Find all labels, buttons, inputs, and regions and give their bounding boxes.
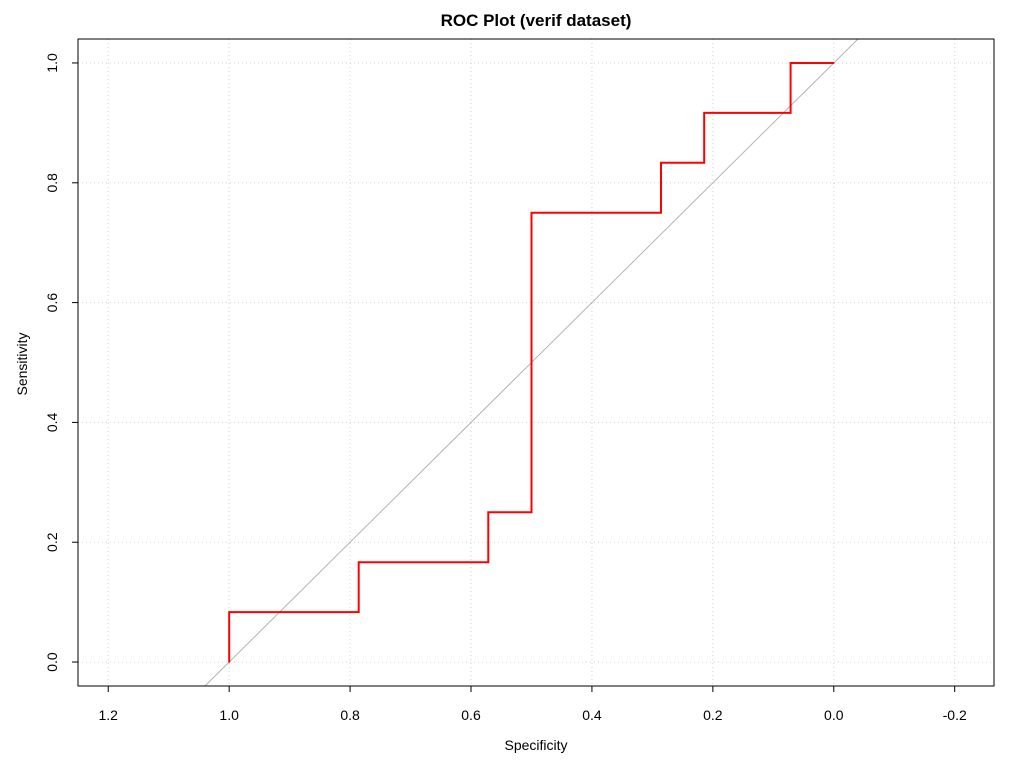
y-tick-label: 1.0 [44, 53, 60, 73]
roc-point [530, 211, 533, 214]
roc-point [357, 561, 360, 563]
roc-point [660, 211, 662, 214]
x-tick-label: 1.2 [98, 707, 118, 723]
roc-point [487, 561, 490, 563]
roc-point [660, 162, 662, 164]
y-axis: 0.0 0.2 0.4 0.6 0.8 1.0 [44, 53, 78, 672]
x-tick-label: 0.2 [703, 707, 723, 723]
y-axis-label: Sensitivity [14, 332, 30, 395]
roc-point [487, 511, 490, 514]
x-tick-label: 0.6 [461, 707, 481, 723]
y-tick-label: 0.0 [44, 652, 60, 672]
x-tick-label: -0.2 [943, 707, 967, 723]
roc-point [832, 62, 835, 64]
x-axis-label: Specificity [504, 737, 567, 753]
roc-point [530, 511, 533, 514]
x-tick-label: 0.0 [824, 707, 844, 723]
grid-layer [78, 39, 994, 686]
roc-point [228, 661, 230, 663]
y-tick-label: 0.8 [44, 173, 60, 193]
x-tick-label: 1.0 [219, 707, 239, 723]
roc-point [228, 611, 230, 613]
series-layer [228, 62, 835, 663]
chart-title: ROC Plot (verif dataset) [441, 11, 632, 30]
x-tick-label: 0.8 [340, 707, 360, 723]
roc-point [789, 112, 792, 114]
y-tick-label: 0.2 [44, 532, 60, 552]
y-tick-label: 0.6 [44, 293, 60, 313]
roc-point [703, 112, 706, 114]
roc-point [789, 62, 792, 64]
y-tick-label: 0.4 [44, 412, 60, 432]
roc-point [703, 162, 706, 164]
x-tick-label: 0.4 [582, 707, 602, 723]
plot-frame [77, 38, 995, 687]
x-axis: 1.2 1.0 0.8 0.6 0.4 0.2 0.0 -0.2 [98, 686, 967, 723]
roc-point [357, 611, 360, 613]
